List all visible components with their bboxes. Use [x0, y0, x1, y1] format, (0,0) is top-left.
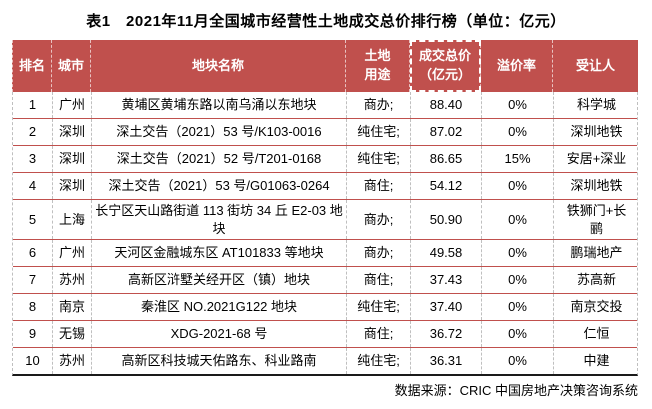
- page-title: 表1 2021年11月全国城市经营性土地成交总价排行榜（单位：亿元）: [86, 13, 566, 30]
- cell-rank: 2: [13, 119, 53, 145]
- cell-premium-rate: 0%: [482, 92, 554, 118]
- header-plot-name: 地块名称: [91, 40, 346, 92]
- cell-transferee: 南京交投: [570, 299, 623, 315]
- cell-rank: 3: [13, 146, 53, 172]
- cell-transferee: 铁狮门+长鹂: [566, 203, 627, 236]
- cell-city: 广州: [53, 240, 92, 267]
- cell-transferee: 科学城: [576, 97, 616, 113]
- cell-premium-rate: 0%: [482, 240, 554, 267]
- cell-city: 深圳: [53, 173, 92, 199]
- cell-plot-name: 深土交告（2021）52 号/T201-0168: [92, 146, 347, 172]
- table-row: 8 南京 秦淮区 NO.2021G122 地块 纯住宅; 37.40 0% 南京交投: [13, 294, 637, 322]
- cell-total-price: 87.02: [411, 119, 482, 145]
- header-rank: 排名: [12, 40, 52, 92]
- cell-transferee: 深圳地铁: [570, 124, 623, 140]
- cell-transferee: 中建: [583, 353, 610, 369]
- cell-transferee: 鹏瑞地产: [570, 245, 623, 261]
- ranking-table: 排名 城市 地块名称 土地 用途 成交总价 （亿元） 溢价率 受让人 1 广州 黄埔区黄埔东路以…: [12, 40, 638, 377]
- cell-plot-name: 高新区浒墅关经开区（镇）地块: [92, 267, 347, 294]
- cell-premium-rate: 0%: [482, 294, 554, 321]
- cell-rank: 7: [13, 267, 53, 294]
- cell-city: 南京: [53, 294, 92, 321]
- cell-land-use: 商办;: [347, 200, 411, 240]
- cell-total-price: 49.58: [411, 240, 482, 267]
- cell-city: 苏州: [53, 348, 92, 375]
- cell-premium-rate: 0%: [482, 321, 554, 348]
- cell-transferee: 仁恒: [583, 326, 610, 342]
- table-row: 7 苏州 高新区浒墅关经开区（镇）地块 商住; 37.43 0% 苏高新: [13, 267, 637, 295]
- cell-total-price: 37.43: [411, 267, 482, 294]
- table-row: 2 深圳 深土交告（2021）53 号/K103-0016 纯住宅; 87.02 0% 深圳…: [13, 119, 637, 146]
- cell-total-price: 50.90: [411, 200, 482, 240]
- cell-premium-rate: 0%: [482, 119, 554, 145]
- cell-plot-name: 高新区科技城天佑路东、科业路南: [92, 348, 347, 375]
- cell-total-price: 54.12: [411, 173, 482, 199]
- cell-total-price: 37.40: [411, 294, 482, 321]
- cell-rank: 8: [13, 294, 53, 321]
- cell-premium-rate: 0%: [482, 173, 554, 199]
- cell-plot-name: 天河区金融城东区 AT101833 等地块: [92, 240, 347, 267]
- table-header-row: 排名 城市 地块名称 土地 用途 成交总价 （亿元） 溢价率 受让人: [12, 40, 638, 92]
- cell-city: 无锡: [53, 321, 92, 348]
- cell-total-price: 36.72: [411, 321, 482, 348]
- cell-city: 上海: [53, 200, 92, 240]
- cell-transferee: 深圳地铁: [570, 178, 623, 194]
- cell-land-use: 纯住宅;: [347, 294, 411, 321]
- cell-premium-rate: 0%: [482, 348, 554, 375]
- cell-total-price: 36.31: [411, 348, 482, 375]
- cell-rank: 1: [13, 92, 53, 118]
- cell-land-use: 商住;: [347, 267, 411, 294]
- cell-premium-rate: 0%: [482, 200, 554, 240]
- table-row: 4 深圳 深土交告（2021）53 号/G01063-0264 商住; 54.12 0% 深…: [13, 173, 637, 200]
- cell-land-use: 纯住宅;: [347, 119, 411, 145]
- header-premium-rate: 溢价率: [481, 40, 553, 92]
- cell-land-use: 商住;: [347, 321, 411, 348]
- cell-plot-name: 长宁区天山路街道 113 街坊 34 丘 E2-03 地块: [92, 200, 347, 240]
- cell-city: 苏州: [53, 267, 92, 294]
- table-row: 3 深圳 深土交告（2021）52 号/T201-0168 纯住宅; 86.65 15% 安…: [13, 146, 637, 173]
- cell-land-use: 纯住宅;: [347, 146, 411, 172]
- cell-land-use: 纯住宅;: [347, 348, 411, 375]
- header-city: 城市: [52, 40, 91, 92]
- cell-plot-name: 深土交告（2021）53 号/G01063-0264: [92, 173, 347, 199]
- cell-rank: 10: [13, 348, 53, 375]
- table-row: 10 苏州 高新区科技城天佑路东、科业路南 纯住宅; 36.31 0% 中建: [13, 348, 637, 375]
- cell-land-use: 商办;: [347, 92, 411, 118]
- table-row: 9 无锡 XDG-2021-68 号商住; 36.72 0% 仁恒: [13, 321, 637, 349]
- table-row: 1 广州 黄埔区黄埔东路以南乌涌以东地块 商办; 88.40 0% 科学城: [13, 92, 637, 119]
- cell-city: 广州: [53, 92, 92, 118]
- cell-rank: 5: [13, 200, 53, 240]
- cell-rank: 6: [13, 240, 53, 267]
- header-total-price: 成交总价 （亿元）: [410, 40, 481, 92]
- cell-city: 深圳: [53, 119, 92, 145]
- table-body: 1 广州 黄埔区黄埔东路以南乌涌以东地块 商办; 88.40 0% 科学城 2 深圳 深土交告（2…: [12, 92, 638, 377]
- cell-plot-name: 黄埔区黄埔东路以南乌涌以东地块: [92, 92, 347, 118]
- cell-total-price: 88.40: [411, 92, 482, 118]
- cell-total-price: 86.65: [411, 146, 482, 172]
- cell-plot-name: 秦淮区 NO.2021G122 地块: [92, 294, 347, 321]
- cell-land-use: 商办;: [347, 240, 411, 267]
- cell-rank: 4: [13, 173, 53, 199]
- cell-premium-rate: 0%: [482, 267, 554, 294]
- cell-land-use: 商住;: [347, 173, 411, 199]
- cell-transferee: 苏高新: [576, 272, 616, 288]
- cell-premium-rate: 15%: [482, 146, 554, 172]
- cell-city: 深圳: [53, 146, 92, 172]
- cell-transferee: 安居+深业: [566, 151, 627, 167]
- cell-plot-name: XDG-2021-68 号: [92, 321, 347, 348]
- data-source-note: 数据来源：CRIC 中国房地产决策咨询系统: [394, 383, 638, 398]
- table-row: 6 广州 天河区金融城东区 AT101833 等地块 商办; 49.58 0% 鹏瑞地产: [13, 240, 637, 268]
- header-land-use: 土地 用途: [346, 40, 410, 92]
- table-row: 5 上海 长宁区天山路街道 113 街坊 34 丘 E2-03 地块 商办; 50.90…: [13, 200, 637, 241]
- cell-rank: 9: [13, 321, 53, 348]
- cell-plot-name: 深土交告（2021）53 号/K103-0016: [92, 119, 347, 145]
- header-transferee: 受让人: [575, 57, 615, 73]
